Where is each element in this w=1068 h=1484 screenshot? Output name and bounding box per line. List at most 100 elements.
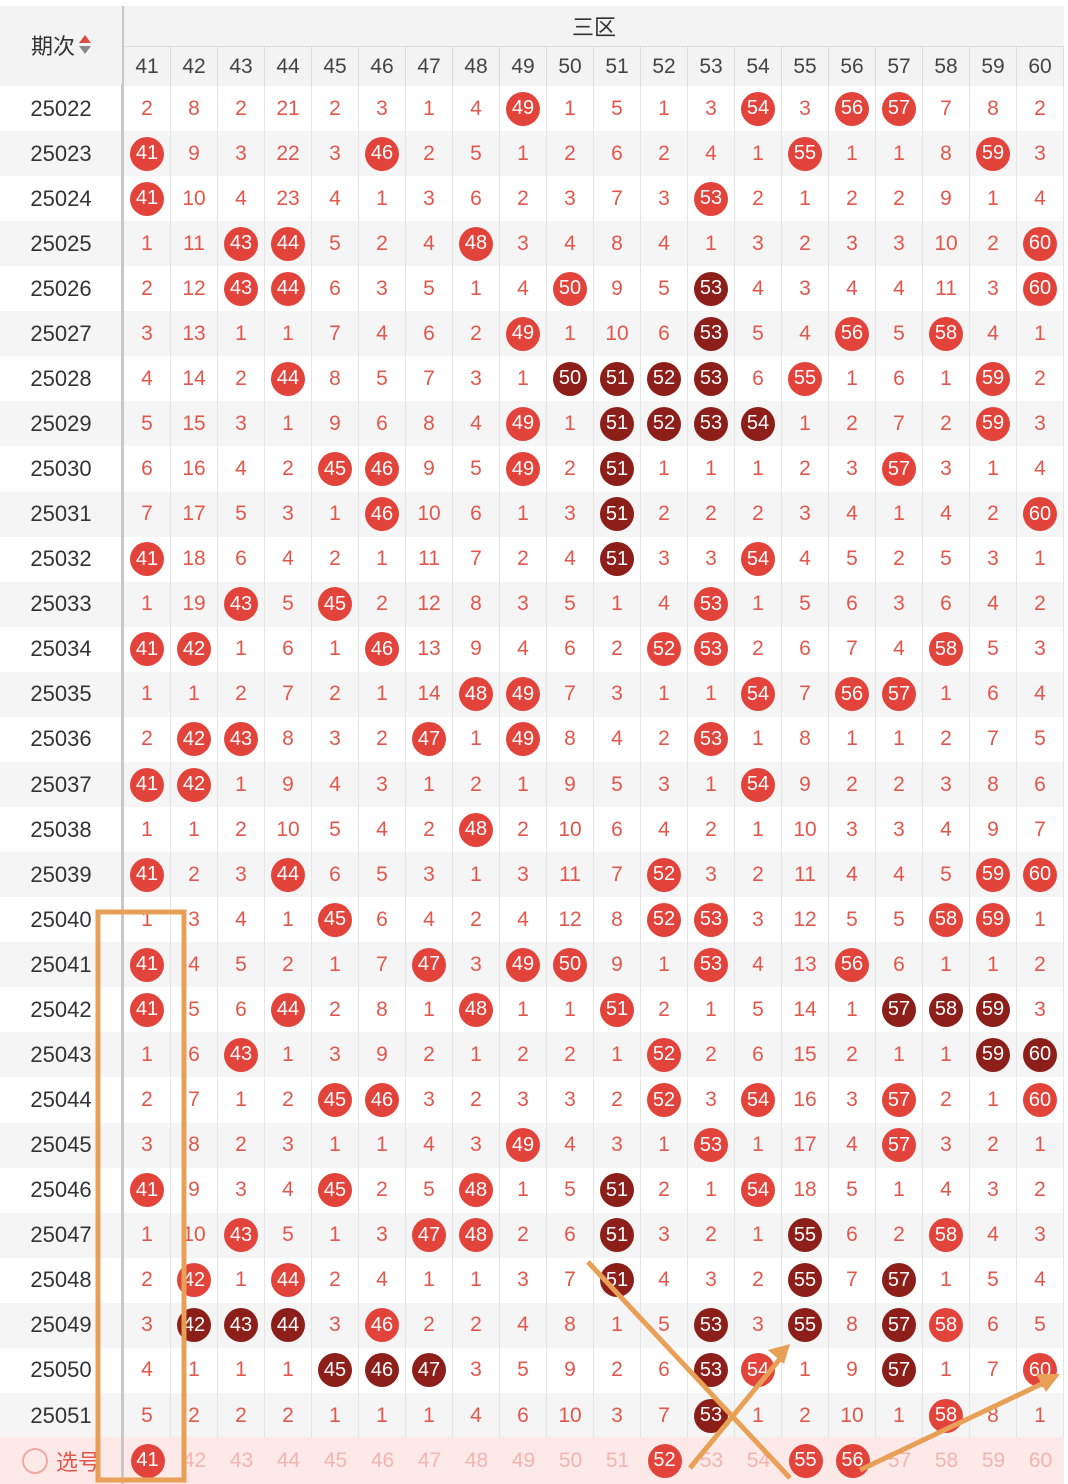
drawn-number-cell: 60 — [1017, 1077, 1064, 1123]
omission-count-cell: 2 — [641, 987, 688, 1033]
select-number-54[interactable]: 54 — [746, 1448, 771, 1472]
omission-count-cell: 4 — [876, 266, 923, 312]
omission-count-cell: 4 — [500, 266, 547, 312]
omission-count-cell: 4 — [406, 221, 453, 267]
omission-count-cell: 1 — [970, 446, 1017, 492]
omission-count-cell: 1 — [124, 671, 171, 717]
omission-count-cell: 2 — [265, 1393, 312, 1439]
omission-count-cell: 2 — [594, 1077, 641, 1123]
omission-count-cell: 3 — [359, 1212, 406, 1258]
omission-count-cell: 8 — [594, 221, 641, 267]
drawn-ball: 59 — [976, 857, 1010, 892]
select-number-56[interactable]: 56 — [829, 1437, 876, 1484]
drawn-ball: 56 — [835, 947, 869, 982]
omission-count-cell: 1 — [218, 1347, 265, 1393]
drawn-number-cell: 54 — [735, 536, 782, 582]
omission-count-cell: 2 — [970, 491, 1017, 537]
select-number-44[interactable]: 44 — [276, 1448, 301, 1472]
selected-ball: 41 — [130, 1443, 165, 1478]
omission-count-cell: 2 — [829, 762, 876, 808]
select-number-43[interactable]: 43 — [229, 1448, 254, 1472]
select-number-51[interactable]: 51 — [605, 1448, 630, 1472]
select-number-46[interactable]: 46 — [370, 1448, 395, 1472]
omission-count-cell: 1 — [265, 1347, 312, 1393]
omission-count-cell: 2 — [218, 671, 265, 717]
sort-icon[interactable] — [79, 33, 91, 57]
drawn-number-cell: 46 — [359, 491, 406, 537]
omission-count-cell: 2 — [124, 266, 171, 312]
drawn-ball: 44 — [271, 271, 305, 306]
omission-count-cell: 21 — [265, 86, 312, 131]
drawn-ball: 58 — [929, 316, 963, 351]
drawn-number-cell: 60 — [1017, 1032, 1064, 1078]
omission-count-cell: 3 — [453, 1347, 500, 1393]
period-number: 25041 — [30, 951, 92, 977]
select-number-58[interactable]: 58 — [934, 1448, 959, 1472]
omission-count-cell: 1 — [500, 131, 547, 177]
period-column-header[interactable]: 期次 — [0, 6, 122, 84]
select-number-47[interactable]: 47 — [417, 1448, 442, 1472]
omission-count-cell: 3 — [124, 311, 171, 357]
omission-count-cell: 2 — [500, 1032, 547, 1078]
select-number-55[interactable]: 55 — [782, 1437, 829, 1484]
omission-count-cell: 9 — [547, 1347, 594, 1393]
period-number: 25023 — [30, 140, 92, 166]
omission-count-cell: 9 — [782, 762, 829, 808]
select-number-41[interactable]: 41 — [124, 1437, 171, 1484]
drawn-number-cell: 44 — [265, 852, 312, 898]
drawn-number-cell: 57 — [876, 1122, 923, 1168]
select-number-button[interactable]: 选号 — [0, 1437, 122, 1484]
select-number-60[interactable]: 60 — [1028, 1448, 1053, 1472]
omission-count-cell: 4 — [265, 536, 312, 582]
select-number-50[interactable]: 50 — [558, 1448, 583, 1472]
omission-count-cell: 4 — [312, 176, 359, 222]
drawn-number-cell: 56 — [829, 671, 876, 717]
omission-count-cell: 3 — [735, 1302, 782, 1348]
drawn-ball: 60 — [1023, 271, 1057, 306]
drawn-ball: 57 — [882, 1083, 916, 1118]
omission-count-cell: 6 — [829, 581, 876, 627]
omission-count-cell: 5 — [124, 401, 171, 447]
drawn-number-cell: 53 — [688, 1393, 735, 1439]
drawn-number-cell: 43 — [218, 1032, 265, 1078]
select-number-42[interactable]: 42 — [182, 1448, 207, 1472]
omission-count-cell: 23 — [265, 176, 312, 222]
drawn-number-cell: 52 — [641, 852, 688, 898]
table-row — [0, 852, 1064, 898]
select-number-45[interactable]: 45 — [323, 1448, 348, 1472]
omission-count-cell: 3 — [829, 807, 876, 853]
omission-count-cell: 3 — [359, 86, 406, 131]
omission-count-cell: 1 — [218, 1077, 265, 1123]
omission-count-cell: 2 — [735, 626, 782, 672]
consecutive-ball: 52 — [647, 406, 681, 441]
omission-count-cell: 2 — [265, 942, 312, 988]
omission-count-cell: 1 — [1017, 1122, 1064, 1168]
drawn-ball: 52 — [647, 632, 681, 667]
drawn-number-cell: 56 — [829, 311, 876, 357]
omission-count-cell: 3 — [735, 897, 782, 943]
omission-count-cell: 2 — [124, 86, 171, 131]
omission-count-cell: 5 — [829, 1167, 876, 1213]
omission-count-cell: 3 — [500, 581, 547, 627]
omission-count-cell: 9 — [312, 401, 359, 447]
omission-count-cell: 1 — [265, 897, 312, 943]
select-number-57[interactable]: 57 — [887, 1448, 912, 1472]
consecutive-ball: 51 — [600, 452, 634, 487]
omission-count-cell: 3 — [688, 1077, 735, 1123]
select-number-53[interactable]: 53 — [699, 1448, 724, 1472]
omission-count-cell: 2 — [688, 491, 735, 537]
drawn-number-cell: 49 — [500, 1122, 547, 1168]
omission-count-cell: 1 — [453, 1032, 500, 1078]
select-number-49[interactable]: 49 — [511, 1448, 536, 1472]
select-number-59[interactable]: 59 — [981, 1448, 1006, 1472]
omission-count-cell: 2 — [500, 536, 547, 582]
drawn-ball: 43 — [224, 271, 258, 306]
select-number-52[interactable]: 52 — [641, 1437, 688, 1484]
drawn-number-cell: 58 — [923, 626, 970, 672]
select-number-48[interactable]: 48 — [464, 1448, 489, 1472]
consecutive-ball: 59 — [976, 992, 1010, 1027]
omission-count-cell: 1 — [218, 762, 265, 808]
drawn-number-cell: 52 — [641, 626, 688, 672]
omission-count-cell: 5 — [500, 1347, 547, 1393]
drawn-number-cell: 46 — [359, 1302, 406, 1348]
